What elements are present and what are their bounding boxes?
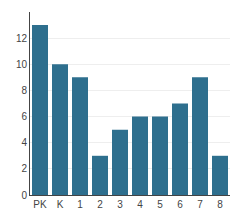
svg-text:K: K	[57, 199, 64, 210]
svg-text:1: 1	[77, 199, 83, 210]
svg-text:12: 12	[16, 33, 28, 44]
svg-text:5: 5	[157, 199, 163, 210]
svg-text:4: 4	[137, 199, 143, 210]
svg-text:8: 8	[217, 199, 223, 210]
svg-text:0: 0	[21, 190, 27, 201]
svg-text:7: 7	[197, 199, 203, 210]
svg-text:PK: PK	[33, 199, 47, 210]
svg-text:4: 4	[21, 137, 27, 148]
svg-text:2: 2	[21, 163, 27, 174]
svg-text:8: 8	[21, 85, 27, 96]
svg-text:2: 2	[97, 199, 103, 210]
svg-text:10: 10	[16, 59, 28, 70]
svg-text:6: 6	[21, 111, 27, 122]
svg-text:6: 6	[177, 199, 183, 210]
svg-text:3: 3	[117, 199, 123, 210]
